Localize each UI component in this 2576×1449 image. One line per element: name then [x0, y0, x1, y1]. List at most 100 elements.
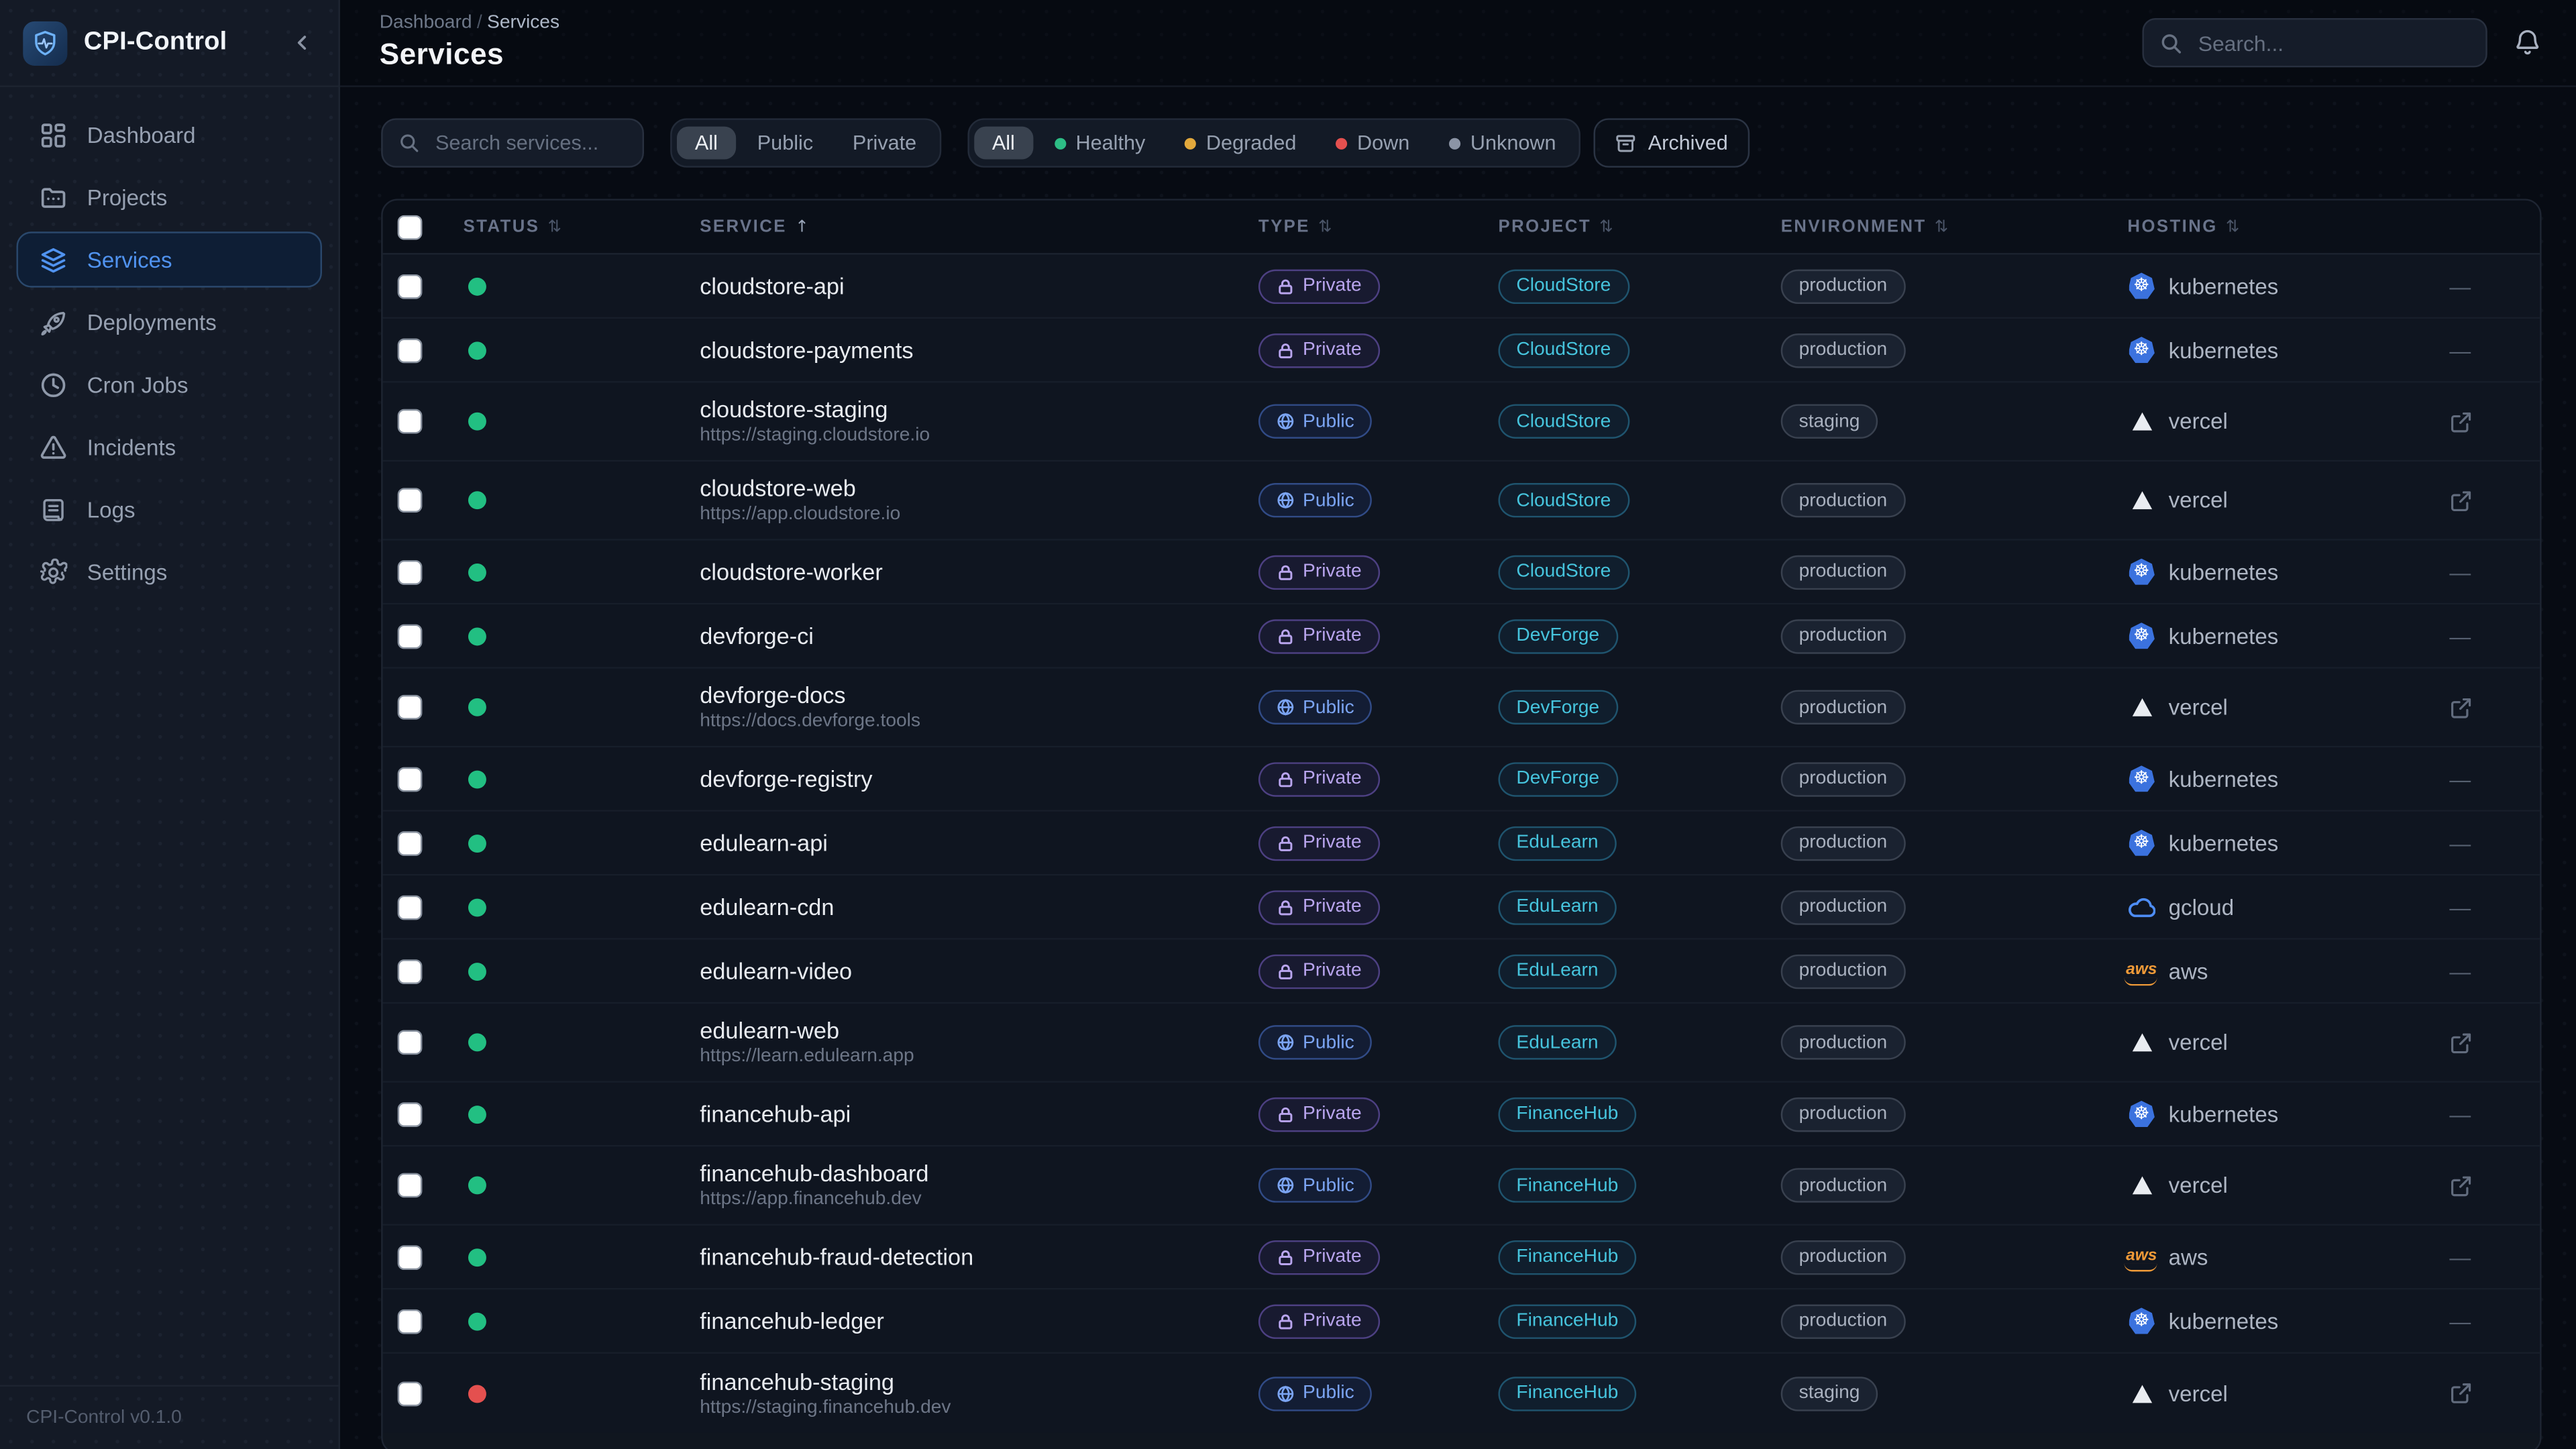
global-search-input[interactable]: [2194, 28, 2469, 57]
table-row[interactable]: cloudstore-web https://app.cloudstore.io P…: [382, 462, 2540, 541]
main-content: All Public Private All Healthy Degraded Down U…: [340, 87, 2576, 1449]
external-link-icon[interactable]: [2449, 410, 2472, 433]
environment-badge: production: [1780, 690, 1906, 724]
external-link-icon[interactable]: [2449, 1174, 2472, 1197]
column-header-project[interactable]: PROJECT ⇅: [1498, 217, 1615, 236]
row-checkbox[interactable]: [397, 1030, 423, 1055]
row-checkbox[interactable]: [397, 1381, 423, 1406]
table-row[interactable]: edulearn-web https://learn.edulearn.app Pu…: [382, 1004, 2540, 1083]
status-option-all[interactable]: All: [973, 126, 1033, 160]
column-header-type[interactable]: TYPE ⇅: [1258, 217, 1334, 236]
visibility-option-all[interactable]: All: [676, 126, 736, 160]
breadcrumb-parent[interactable]: Dashboard: [379, 13, 472, 33]
row-checkbox[interactable]: [397, 830, 423, 855]
service-name: cloudstore-payments: [700, 336, 914, 364]
row-checkbox[interactable]: [397, 894, 423, 920]
row-checkbox[interactable]: [397, 559, 423, 584]
services-search[interactable]: [381, 118, 644, 168]
table-row[interactable]: cloudstore-worker Private CloudStore produc…: [382, 540, 2540, 605]
sidebar-item-services[interactable]: Services: [16, 231, 322, 288]
no-action-dash: —: [2449, 766, 2471, 792]
notifications-bell-button[interactable]: [2514, 28, 2542, 58]
row-checkbox[interactable]: [397, 694, 423, 720]
table-row[interactable]: financehub-fraud-detection Private Finance…: [382, 1225, 2540, 1290]
status-option-healthy[interactable]: Healthy: [1036, 127, 1164, 160]
hosting-cell: vercel: [2127, 693, 2228, 721]
table-row[interactable]: financehub-dashboard https://app.financeh…: [382, 1146, 2540, 1226]
sidebar-item-incidents[interactable]: Incidents: [16, 419, 322, 474]
topbar-actions: [2142, 17, 2542, 68]
table-row[interactable]: edulearn-video Private EduLearn production a…: [382, 939, 2540, 1004]
environment-badge: production: [1780, 1096, 1906, 1132]
services-search-input[interactable]: [432, 129, 627, 156]
hosting-label: vercel: [2168, 694, 2228, 720]
table-row[interactable]: devforge-ci Private DevForge production ☸ kub…: [382, 604, 2540, 669]
table-row[interactable]: edulearn-api Private EduLearn production ☸ ku…: [382, 811, 2540, 876]
hosting-cell: ☸ kubernetes: [2127, 622, 2278, 650]
status-option-unknown[interactable]: Unknown: [1431, 127, 1574, 160]
row-checkbox[interactable]: [397, 766, 423, 792]
lock-icon: [1277, 277, 1295, 295]
row-checkbox[interactable]: [397, 1173, 423, 1198]
external-link-icon[interactable]: [2449, 1382, 2472, 1405]
page-heading: Dashboard / Services Services: [380, 13, 559, 72]
column-header-service[interactable]: SERVICE ↑: [700, 217, 810, 236]
row-checkbox[interactable]: [397, 409, 423, 434]
table-row[interactable]: edulearn-cdn Private EduLearn production gcl…: [382, 875, 2540, 940]
column-header-hosting[interactable]: HOSTING ⇅: [2127, 217, 2241, 236]
hosting-label: vercel: [2168, 1381, 2228, 1406]
row-checkbox[interactable]: [397, 337, 423, 362]
table-row[interactable]: cloudstore-staging https://staging.clouds…: [382, 382, 2540, 462]
archived-toggle-button[interactable]: Archived: [1593, 118, 1750, 168]
sidebar-item-deployments[interactable]: Deployments: [16, 294, 322, 350]
visibility-option-public[interactable]: Public: [739, 127, 831, 160]
sidebar-collapse-button[interactable]: [292, 33, 315, 52]
select-all-checkbox[interactable]: [397, 214, 423, 239]
table-row[interactable]: cloudstore-payments Private CloudStore prod…: [382, 319, 2540, 383]
type-badge: Public: [1258, 1376, 1373, 1411]
external-link-icon[interactable]: [2449, 1031, 2472, 1054]
external-link-icon[interactable]: [2449, 696, 2472, 718]
table-row: [382, 1432, 2540, 1449]
table-row[interactable]: devforge-registry Private DevForge producti…: [382, 747, 2540, 812]
table-row[interactable]: financehub-staging https://staging.financ…: [382, 1353, 2540, 1433]
status-dot-healthy-icon: [468, 1311, 486, 1330]
status-dot-healthy-icon: [468, 961, 486, 980]
table-row[interactable]: financehub-api Private FinanceHub productio…: [382, 1082, 2540, 1147]
hosting-label: kubernetes: [2168, 830, 2279, 855]
environment-badge: production: [1780, 1025, 1906, 1060]
chevron-left-icon: [292, 33, 312, 52]
external-link-icon[interactable]: [2449, 489, 2472, 512]
sidebar-item-logs[interactable]: Logs: [16, 482, 322, 537]
status-option-down[interactable]: Down: [1318, 127, 1428, 160]
visibility-option-private[interactable]: Private: [835, 127, 934, 160]
status-option-degraded[interactable]: Degraded: [1167, 127, 1314, 160]
column-header-environment[interactable]: ENVIRONMENT ⇅: [1781, 217, 1950, 236]
services-icon: [38, 246, 67, 274]
sidebar-item-projects[interactable]: Projects: [16, 169, 322, 225]
column-header-status[interactable]: STATUS ⇅: [464, 217, 564, 236]
type-badge: Public: [1258, 404, 1373, 439]
table-row[interactable]: cloudstore-api Private CloudStore productio…: [382, 254, 2540, 319]
type-label: Public: [1303, 1175, 1354, 1195]
row-checkbox[interactable]: [397, 1308, 423, 1334]
row-checkbox[interactable]: [397, 1102, 423, 1126]
row-checkbox[interactable]: [397, 488, 423, 513]
filter-bar: All Public Private All Healthy Degraded Down U…: [381, 118, 2541, 168]
shield-pulse-icon: [32, 29, 60, 57]
global-search[interactable]: [2142, 17, 2487, 68]
row-checkbox[interactable]: [397, 958, 423, 983]
table-row[interactable]: devforge-docs https://docs.devforge.tools…: [382, 668, 2540, 748]
row-checkbox[interactable]: [397, 623, 423, 649]
environment-badge: production: [1780, 1239, 1906, 1275]
table-row[interactable]: financehub-ledger Private FinanceHub produc…: [382, 1289, 2540, 1354]
sidebar-item-dashboard[interactable]: Dashboard: [16, 107, 322, 162]
status-dot-healthy-icon: [468, 833, 486, 852]
row-checkbox[interactable]: [397, 1244, 423, 1269]
sidebar-item-settings[interactable]: Settings: [16, 544, 322, 600]
sidebar-item-cron-jobs[interactable]: Cron Jobs: [16, 356, 322, 412]
row-checkbox[interactable]: [397, 273, 423, 299]
lock-icon: [1277, 341, 1295, 359]
status-dot-healthy-icon: [468, 1176, 486, 1195]
hosting-label: aws: [2168, 958, 2208, 983]
